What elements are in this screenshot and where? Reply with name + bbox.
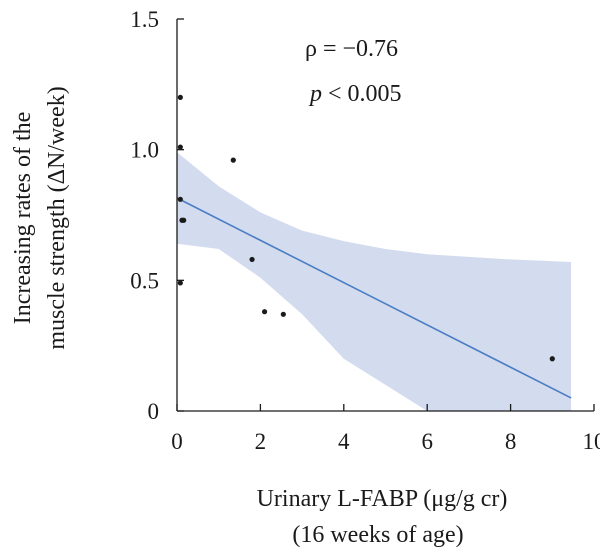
data-point — [177, 196, 183, 202]
x-tick-label: 2 — [255, 429, 267, 454]
p-value-text: < 0.005 — [322, 81, 402, 107]
data-point — [249, 256, 255, 263]
confidence-band-layer — [177, 152, 572, 411]
y-tick-label: 0 — [148, 399, 160, 424]
x-tick-label: 8 — [505, 429, 517, 454]
chart-text: Urinary L-FABP (μg/g cr) (16 weeks of ag… — [10, 36, 507, 548]
data-point — [177, 280, 183, 286]
regression-line-layer — [176, 197, 572, 399]
x-tick-label: 4 — [338, 429, 350, 454]
data-point — [181, 217, 187, 223]
x-tick-label: 0 — [171, 429, 183, 454]
data-point — [280, 311, 286, 317]
data-point — [261, 309, 268, 315]
data-point — [230, 157, 236, 163]
data-point — [177, 94, 183, 100]
regression-line — [176, 197, 572, 399]
y-tick-label: 0.5 — [130, 268, 159, 293]
data-points — [177, 94, 555, 362]
confidence-band — [177, 152, 572, 411]
y-tick-label: 1.5 — [130, 7, 159, 32]
rho-annotation: ρ = −0.76 — [305, 36, 398, 62]
y-tick-label: 1.0 — [130, 138, 159, 163]
axes: 0 0.5 1.0 1.5 0 2 4 6 8 10 — [130, 7, 600, 454]
y-axis-title-line1: Increasing rates of the — [10, 112, 36, 325]
x-tick-label: 6 — [421, 429, 433, 454]
x-axis-title-line1: Urinary L-FABP (μg/g cr) — [257, 486, 508, 512]
data-point — [549, 356, 555, 362]
p-symbol: p — [308, 81, 322, 107]
y-axis-title-line2: muscle strength (ΔN/week) — [44, 86, 70, 349]
x-tick-label: 10 — [583, 429, 600, 454]
x-axis-title-line2: (16 weeks of age) — [292, 522, 463, 548]
data-point — [177, 144, 183, 150]
p-value-annotation: p < 0.005 — [308, 81, 402, 107]
